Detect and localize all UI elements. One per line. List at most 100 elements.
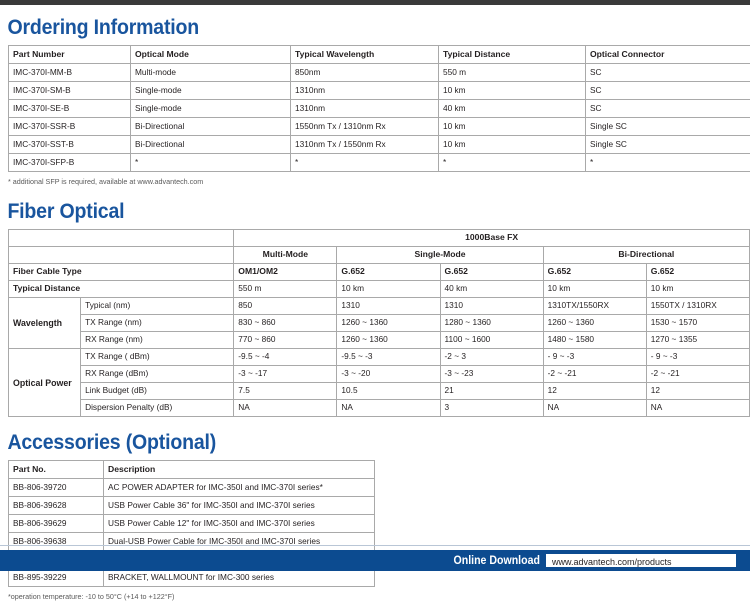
table-cell: 40 km — [440, 281, 543, 298]
table-cell: 1260 ~ 1360 — [337, 332, 440, 349]
accessories-header-row: Part No.Description — [9, 461, 375, 479]
table-cell: 850 — [234, 298, 337, 315]
table-row: IMC-370I-SFP-B**** — [9, 154, 750, 172]
table-cell: NA — [543, 400, 646, 417]
table-cell: - 9 ~ -3 — [543, 349, 646, 366]
table-cell: 10 km — [439, 82, 586, 100]
table-cell: G.652 — [646, 264, 749, 281]
sub-row-label: TX Range (nm) — [81, 315, 234, 332]
table-cell: 1260 ~ 1360 — [543, 315, 646, 332]
table-cell: 10 km — [439, 118, 586, 136]
table-cell: -2 ~ 3 — [440, 349, 543, 366]
table-cell: 770 ~ 860 — [234, 332, 337, 349]
section-title-ordering: Ordering Information — [0, 17, 698, 39]
table-cell: 21 — [440, 383, 543, 400]
row-label: Fiber Cable Type — [9, 264, 234, 281]
mode-header: Single-Mode — [337, 247, 543, 264]
table-cell: USB Power Cable 12" for IMC-350I and IMC… — [104, 515, 375, 533]
table-cell: 1310nm — [291, 82, 439, 100]
table-cell: IMC-370I-SSR-B — [9, 118, 131, 136]
table-cell: * — [439, 154, 586, 172]
table-cell: 7.5 — [234, 383, 337, 400]
table-cell: Single-mode — [131, 82, 291, 100]
fiber-group-header-row: 1000Base FX — [9, 230, 750, 247]
footer-bar: Online Download www.advantech.com/produc… — [0, 550, 750, 571]
table-cell: BB-806-39629 — [9, 515, 104, 533]
table-cell: G.652 — [440, 264, 543, 281]
online-download-url[interactable]: www.advantech.com/products — [546, 554, 736, 567]
table-cell: Single SC — [586, 136, 750, 154]
table-cell: 850nm — [291, 64, 439, 82]
table-cell: -3 ~ -20 — [337, 366, 440, 383]
table-cell: 1280 ~ 1360 — [440, 315, 543, 332]
table-cell: 40 km — [439, 100, 586, 118]
online-download-label: Online Download — [454, 555, 540, 567]
table-cell: * — [291, 154, 439, 172]
accessories-footnote: *operation temperature: -10 to 50°C (+14… — [0, 592, 750, 601]
table-cell: 1550nm Tx / 1310nm Rx — [291, 118, 439, 136]
column-header: Description — [104, 461, 375, 479]
column-header: Part No. — [9, 461, 104, 479]
group-row-label: Wavelength — [9, 298, 81, 349]
sub-row-label: Dispersion Penalty (dB) — [81, 400, 234, 417]
table-cell: IMC-370I-MM-B — [9, 64, 131, 82]
sub-row-label: TX Range ( dBm) — [81, 349, 234, 366]
table-cell: 1100 ~ 1600 — [440, 332, 543, 349]
table-cell: -3 ~ -23 — [440, 366, 543, 383]
table-cell: SC — [586, 100, 750, 118]
table-cell: * — [131, 154, 291, 172]
table-cell: -9.5 ~ -4 — [234, 349, 337, 366]
table-row: RX Range (dBm)-3 ~ -17-3 ~ -20-3 ~ -23-2… — [9, 366, 750, 383]
corner-cell — [9, 230, 234, 247]
table-cell: USB Power Cable 36" for IMC-350I and IMC… — [104, 497, 375, 515]
table-cell: 1550TX / 1310RX — [646, 298, 749, 315]
table-cell: SC — [586, 64, 750, 82]
table-cell: -3 ~ -17 — [234, 366, 337, 383]
table-cell: BB-806-39638 — [9, 533, 104, 551]
table-cell: 1310nm — [291, 100, 439, 118]
column-header: Optical Connector — [586, 46, 750, 64]
table-cell: Single-mode — [131, 100, 291, 118]
group-row-label: Optical Power — [9, 349, 81, 417]
table-cell: SC — [586, 82, 750, 100]
table-cell: 10 km — [646, 281, 749, 298]
table-cell: G.652 — [543, 264, 646, 281]
table-cell: NA — [234, 400, 337, 417]
table-cell: 10.5 — [337, 383, 440, 400]
table-cell: * — [586, 154, 750, 172]
column-header: Optical Mode — [131, 46, 291, 64]
mode-header: Bi-Directional — [543, 247, 749, 264]
ordering-footnote: * additional SFP is required, available … — [0, 177, 750, 186]
table-cell: 1260 ~ 1360 — [337, 315, 440, 332]
sub-row-label: Link Budget (dB) — [81, 383, 234, 400]
table-cell: 3 — [440, 400, 543, 417]
table-cell: Single SC — [586, 118, 750, 136]
group-header-1000base-fx: 1000Base FX — [234, 230, 750, 247]
column-header: Part Number — [9, 46, 131, 64]
table-cell: Bi-Directional — [131, 118, 291, 136]
sub-row-label: RX Range (dBm) — [81, 366, 234, 383]
table-cell: BB-806-39628 — [9, 497, 104, 515]
table-cell: 12 — [646, 383, 749, 400]
table-cell: -2 ~ -21 — [646, 366, 749, 383]
table-cell: -2 ~ -21 — [543, 366, 646, 383]
table-cell: BRACKET, WALLMOUNT for IMC-300 series — [104, 569, 375, 587]
sub-row-label: RX Range (nm) — [81, 332, 234, 349]
